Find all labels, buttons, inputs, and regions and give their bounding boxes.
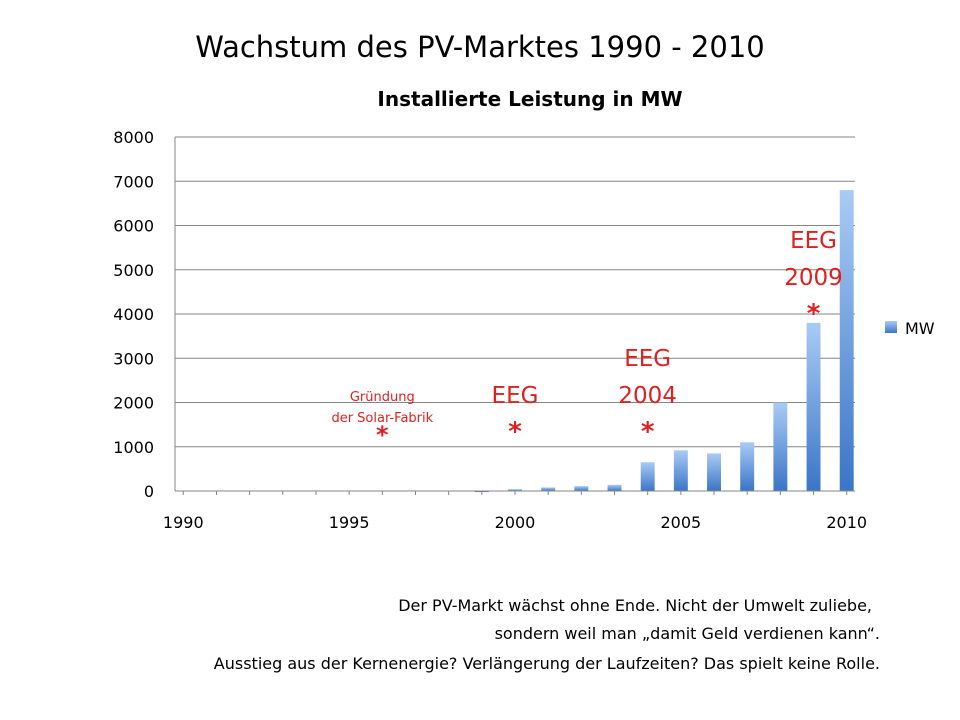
y-tick-label: 4000: [113, 305, 154, 324]
chart: Installierte Leistung in MW 0 1000 2000 300…: [113, 87, 935, 532]
y-tick-label: 1000: [113, 438, 154, 457]
annotation-2009-line-2: *: [807, 299, 821, 329]
bar-2005: [673, 450, 688, 491]
x-tick-label: 1995: [329, 513, 370, 532]
y-tick-label: 5000: [113, 261, 154, 280]
y-tick-label: 2000: [113, 394, 154, 413]
annotation-2004-line-0: EEG: [624, 346, 671, 372]
chart-title: Installierte Leistung in MW: [377, 87, 682, 111]
y-tick-label: 7000: [113, 172, 154, 191]
y-tick-label: 6000: [113, 217, 154, 236]
annotation-2000-line-1: *: [508, 417, 522, 447]
x-tick-label: 2005: [660, 513, 701, 532]
annotation-2009-line-1: 2009: [784, 265, 843, 291]
slide-title: Wachstum des PV-Marktes 1990 - 2010: [195, 30, 765, 64]
annotation-2000-line-0: EEG: [492, 383, 539, 409]
legend-label: MW: [905, 319, 935, 338]
bar-2002: [574, 486, 589, 491]
annotation-2004-line-1: 2004: [618, 383, 677, 409]
annotation-1996-line-0: Gründung: [350, 390, 415, 405]
bar-2004: [640, 462, 655, 491]
note-line-2: sondern weil man „damit Geld verdienen k…: [494, 624, 880, 643]
note-line-3: Ausstieg aus der Kernenergie? Verlängeru…: [213, 654, 880, 673]
bar-2009: [806, 322, 821, 491]
bar-2007: [740, 442, 755, 491]
y-tick-label: 8000: [113, 128, 154, 147]
y-tick-label: 0: [144, 482, 154, 501]
annotation-2009-line-0: EEG: [790, 228, 837, 254]
bar-2000: [508, 489, 522, 491]
x-tick-label: 2000: [495, 513, 536, 532]
legend-swatch: [885, 321, 897, 333]
y-tick-label: 3000: [113, 349, 154, 368]
note-line-1: Der PV-Markt wächst ohne Ende. Nicht der…: [398, 596, 872, 615]
bar-2001: [541, 487, 556, 491]
x-tick-label: 1990: [163, 513, 204, 532]
annotation-2004-line-2: *: [641, 417, 655, 447]
bar-2006: [707, 453, 721, 491]
annotation-1996-line-1: der Solar-Fabrik: [331, 411, 433, 426]
bar-2003: [607, 484, 622, 491]
bar-2010: [839, 190, 854, 491]
bar-2008: [773, 402, 788, 491]
annotation-1996-line-2: *: [376, 421, 389, 449]
x-tick-label: 2010: [826, 513, 867, 532]
